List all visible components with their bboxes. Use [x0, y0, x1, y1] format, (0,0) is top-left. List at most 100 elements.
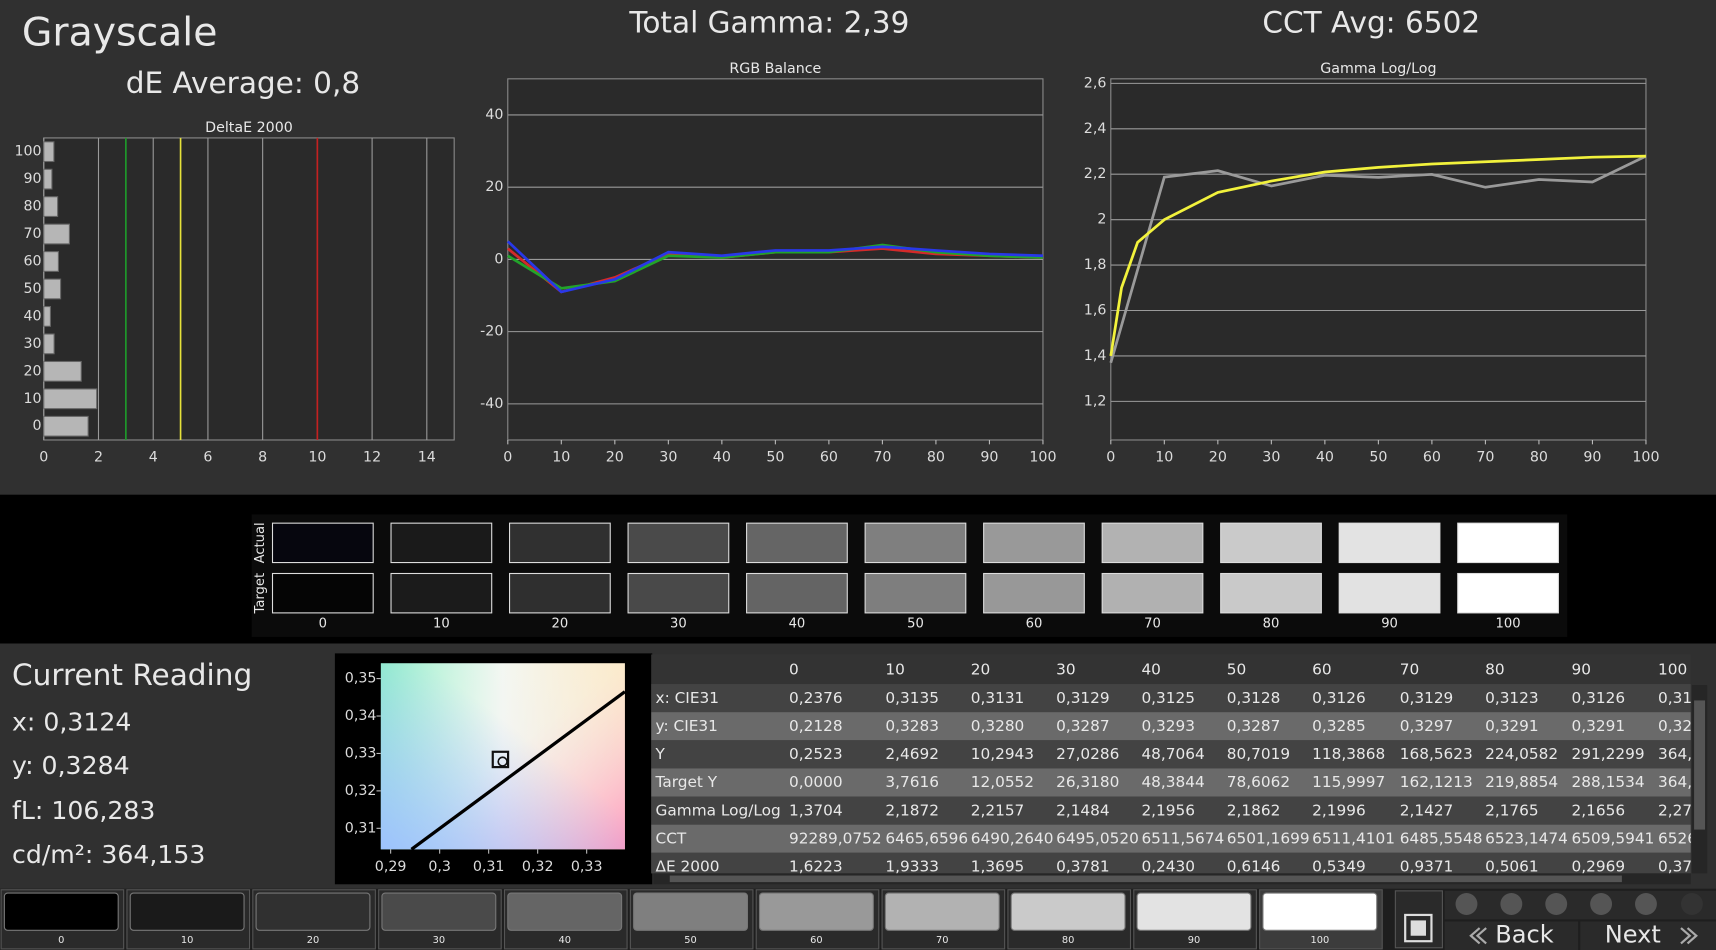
table-cell: 0,2523: [789, 745, 843, 763]
table-cell: 0,0000: [789, 773, 843, 791]
level-swatch: [1010, 892, 1126, 931]
table-cell: 48,7064: [1141, 745, 1204, 763]
table-row: [651, 852, 1691, 874]
table-cell: 6523,1474: [1485, 829, 1568, 847]
table-cell: 0,3280: [971, 717, 1025, 735]
level-label[interactable]: 90: [1188, 935, 1201, 946]
stop-button[interactable]: [1455, 893, 1478, 915]
y-category-label: 90: [23, 171, 41, 187]
nav-button[interactable]: [1394, 890, 1443, 949]
level-swatch: [129, 892, 245, 931]
table-cell: 10,2943: [971, 745, 1034, 763]
x-tick-label: 6: [203, 449, 212, 465]
level-label[interactable]: 20: [307, 935, 320, 946]
actual-swatch: [508, 522, 611, 564]
x-tick-label: 20: [1209, 449, 1227, 465]
table-cell: 364,: [1658, 745, 1692, 763]
actual-swatch: [864, 522, 967, 564]
bar: [43, 333, 55, 355]
table-cell: 6526: [1658, 829, 1697, 847]
next-icon: [1680, 927, 1698, 945]
x-tick-label: 60: [820, 449, 838, 465]
table-cell: 0,3129: [1056, 689, 1110, 707]
bar: [43, 388, 98, 410]
y-tick-label: 1,4: [1084, 348, 1107, 364]
table-cell: 0,3285: [1312, 717, 1366, 735]
level-label[interactable]: 80: [1062, 935, 1075, 946]
x-tick-label: 0,32: [522, 859, 554, 875]
level-swatch: [381, 892, 497, 931]
level-label[interactable]: 60: [810, 935, 823, 946]
table-cell: 291,2299: [1572, 745, 1645, 763]
v-scroll-thumb[interactable]: [1694, 700, 1706, 830]
y-tick-label: 2,4: [1084, 121, 1107, 137]
h-scroll-thumb[interactable]: [669, 875, 1622, 883]
swatch-label: 70: [1144, 616, 1161, 631]
column-header: 0: [789, 660, 799, 678]
bar: [43, 168, 53, 190]
table-cell: 6501,1699: [1227, 829, 1310, 847]
level-label[interactable]: 10: [181, 935, 194, 946]
table-cell: 6485,5548: [1400, 829, 1483, 847]
level-swatch: [633, 892, 749, 931]
next-label[interactable]: Next: [1605, 921, 1661, 949]
table-cell: 2,1872: [885, 801, 939, 819]
table-cell: 78,6062: [1227, 773, 1290, 791]
next-button[interactable]: [1580, 921, 1716, 950]
table-cell: 3,7616: [885, 773, 939, 791]
table-cell: 27,0286: [1056, 745, 1119, 763]
bar: [43, 278, 62, 300]
y-category-label: 20: [23, 363, 41, 379]
y-category-label: 40: [23, 308, 41, 324]
level-swatch: [507, 892, 623, 931]
step-button[interactable]: [1545, 893, 1568, 915]
level-label[interactable]: 50: [684, 935, 697, 946]
x-tick-label: 2: [94, 449, 103, 465]
table-cell: 0,3291: [1485, 717, 1539, 735]
target-swatch: [1457, 572, 1559, 614]
table-cell: 0,3126: [1572, 689, 1626, 707]
actual-label: Actual: [253, 522, 268, 563]
x-tick-label: 90: [980, 449, 998, 465]
y-tick-label: 0,31: [345, 820, 377, 836]
refresh-button[interactable]: [1635, 893, 1657, 915]
x-tick-label: 14: [418, 449, 436, 465]
back-icon: [1469, 927, 1487, 945]
actual-swatch: [1220, 522, 1322, 564]
x-tick-label: 70: [1476, 449, 1494, 465]
actual-swatch: [271, 522, 374, 564]
table-cell: 0,31: [1658, 689, 1692, 707]
level-label[interactable]: 100: [1310, 935, 1329, 946]
play-button[interactable]: [1500, 893, 1523, 915]
row-label: Y: [655, 745, 666, 763]
chart-title: Gamma Log/Log: [1320, 61, 1436, 77]
table-cell: 168,5623: [1400, 745, 1473, 763]
table-cell: 162,1213: [1400, 773, 1473, 791]
actual-swatch: [1101, 522, 1204, 564]
table-cell: 0,2128: [789, 717, 843, 735]
planckian-locus: [410, 690, 626, 851]
back-label[interactable]: Back: [1495, 921, 1553, 949]
table-row: [651, 684, 1691, 713]
table-cell: 0,3125: [1141, 689, 1195, 707]
level-label[interactable]: 40: [558, 935, 571, 946]
loop-button[interactable]: [1590, 893, 1613, 915]
cct-average: CCT Avg: 6502: [1262, 6, 1480, 40]
back-button[interactable]: [1444, 921, 1579, 950]
table-cell: 6509,5941: [1572, 829, 1655, 847]
settings-button[interactable]: [1680, 893, 1703, 915]
table-cell: 6511,4101: [1312, 829, 1395, 847]
series-line: [506, 240, 1043, 294]
table-cell: 2,27: [1658, 801, 1692, 819]
table-cell: 2,2157: [971, 801, 1025, 819]
y-tick-label: 1,6: [1084, 303, 1107, 319]
target-swatch: [1101, 572, 1204, 614]
chart-title: DeltaE 2000: [205, 120, 293, 136]
level-label[interactable]: 0: [58, 935, 64, 946]
reading-point-dot: [497, 756, 508, 767]
level-label[interactable]: 30: [433, 935, 446, 946]
de-average: dE Average: 0,8: [126, 66, 360, 100]
level-label[interactable]: 70: [936, 935, 949, 946]
